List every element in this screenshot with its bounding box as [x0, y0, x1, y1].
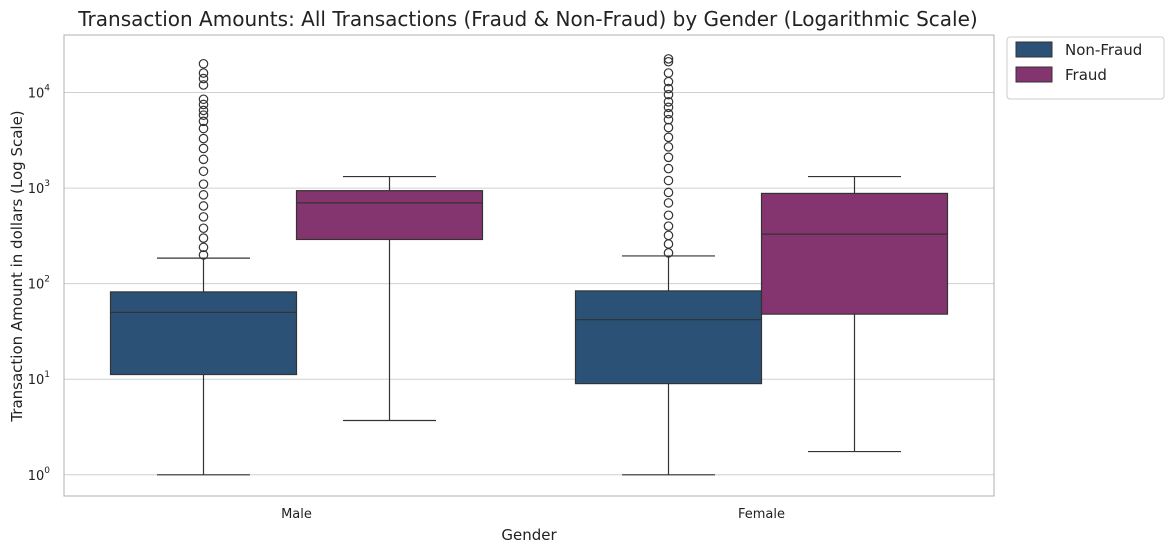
- y-tick-base: 10: [28, 373, 45, 388]
- y-tick-label: 102: [28, 275, 50, 293]
- iqr-box: [295, 190, 484, 241]
- legend-swatch: [1015, 66, 1053, 83]
- legend-label: Fraud: [1065, 66, 1107, 84]
- box-fraud-male: [295, 175, 484, 422]
- iqr-box: [109, 291, 298, 376]
- outlier-point: [663, 56, 674, 67]
- y-tick-base: 10: [28, 469, 45, 484]
- outlier-point: [663, 198, 674, 208]
- outlier-point: [663, 239, 674, 249]
- outlier-point: [198, 143, 209, 154]
- x-axis-ticks: Male Female: [281, 507, 785, 522]
- outlier-point: [663, 187, 674, 198]
- outlier-point: [198, 105, 209, 116]
- box-non-fraud-male: [109, 58, 298, 476]
- outlier-point: [198, 73, 209, 84]
- outlier-point: [663, 54, 674, 64]
- outlier-point: [198, 250, 209, 260]
- outlier-point: [198, 154, 209, 165]
- boxplot-layer: [109, 54, 949, 476]
- x-tick-label: Female: [738, 507, 785, 522]
- x-tick-label: Male: [281, 507, 312, 522]
- outlier-point: [663, 89, 674, 100]
- outlier-point: [663, 142, 674, 152]
- y-tick-exponent: 1: [44, 370, 50, 380]
- plot-frame: [63, 34, 995, 497]
- y-tick-base: 10: [28, 87, 45, 102]
- outlier-point: [663, 221, 674, 231]
- outlier-point: [663, 114, 674, 125]
- y-tick-base: 10: [28, 182, 45, 197]
- chart-title: Transaction Amounts: All Transactions (F…: [77, 7, 977, 31]
- legend-swatch: [1015, 41, 1053, 58]
- y-tick-exponent: 0: [44, 466, 50, 476]
- outlier-point: [663, 122, 674, 133]
- outlier-point: [663, 175, 674, 186]
- y-tick-label: 101: [28, 370, 50, 388]
- y-tick-exponent: 4: [44, 84, 50, 94]
- outlier-point: [663, 96, 674, 107]
- outlier-point: [198, 201, 209, 211]
- outlier-point: [663, 68, 674, 78]
- outlier-point: [663, 230, 674, 241]
- iqr-box: [574, 290, 763, 385]
- y-tick-exponent: 3: [44, 179, 50, 189]
- outlier-point: [663, 83, 674, 94]
- legend: Non-Fraud Fraud: [1006, 36, 1165, 100]
- x-axis-label: Gender: [501, 526, 557, 544]
- outlier-point: [198, 58, 209, 69]
- outlier-point: [198, 80, 209, 90]
- outlier-point: [663, 152, 674, 163]
- outlier-point: [198, 179, 209, 189]
- outlier-point: [198, 242, 209, 253]
- outlier-point: [663, 108, 674, 119]
- outlier-point: [198, 190, 209, 200]
- y-tick-base: 10: [28, 278, 45, 293]
- outlier-point: [198, 116, 209, 127]
- outlier-point: [198, 212, 209, 222]
- y-tick-label: 104: [28, 84, 51, 102]
- box-fraud-female: [760, 175, 949, 453]
- outlier-point: [663, 102, 674, 113]
- outlier-point: [198, 99, 209, 110]
- outlier-point: [198, 233, 209, 243]
- outlier-point: [198, 166, 209, 177]
- grid-lines: [64, 92, 994, 476]
- outlier-point: [663, 163, 674, 174]
- y-tick-label: 103: [28, 179, 50, 197]
- y-tick-exponent: 2: [44, 275, 50, 285]
- outlier-point: [198, 223, 209, 234]
- outlier-point: [198, 110, 209, 120]
- outlier-point: [663, 210, 674, 221]
- legend-label: Non-Fraud: [1065, 41, 1142, 59]
- outlier-point: [198, 123, 209, 134]
- box-non-fraud-female: [574, 54, 763, 476]
- y-tick-label: 100: [28, 466, 51, 484]
- outlier-point: [198, 68, 209, 78]
- y-axis-label: Transaction Amount in dollars (Log Scale…: [8, 110, 26, 422]
- outlier-point: [198, 94, 209, 105]
- outlier-point: [663, 132, 674, 143]
- outlier-point: [198, 133, 209, 144]
- iqr-box: [760, 192, 949, 315]
